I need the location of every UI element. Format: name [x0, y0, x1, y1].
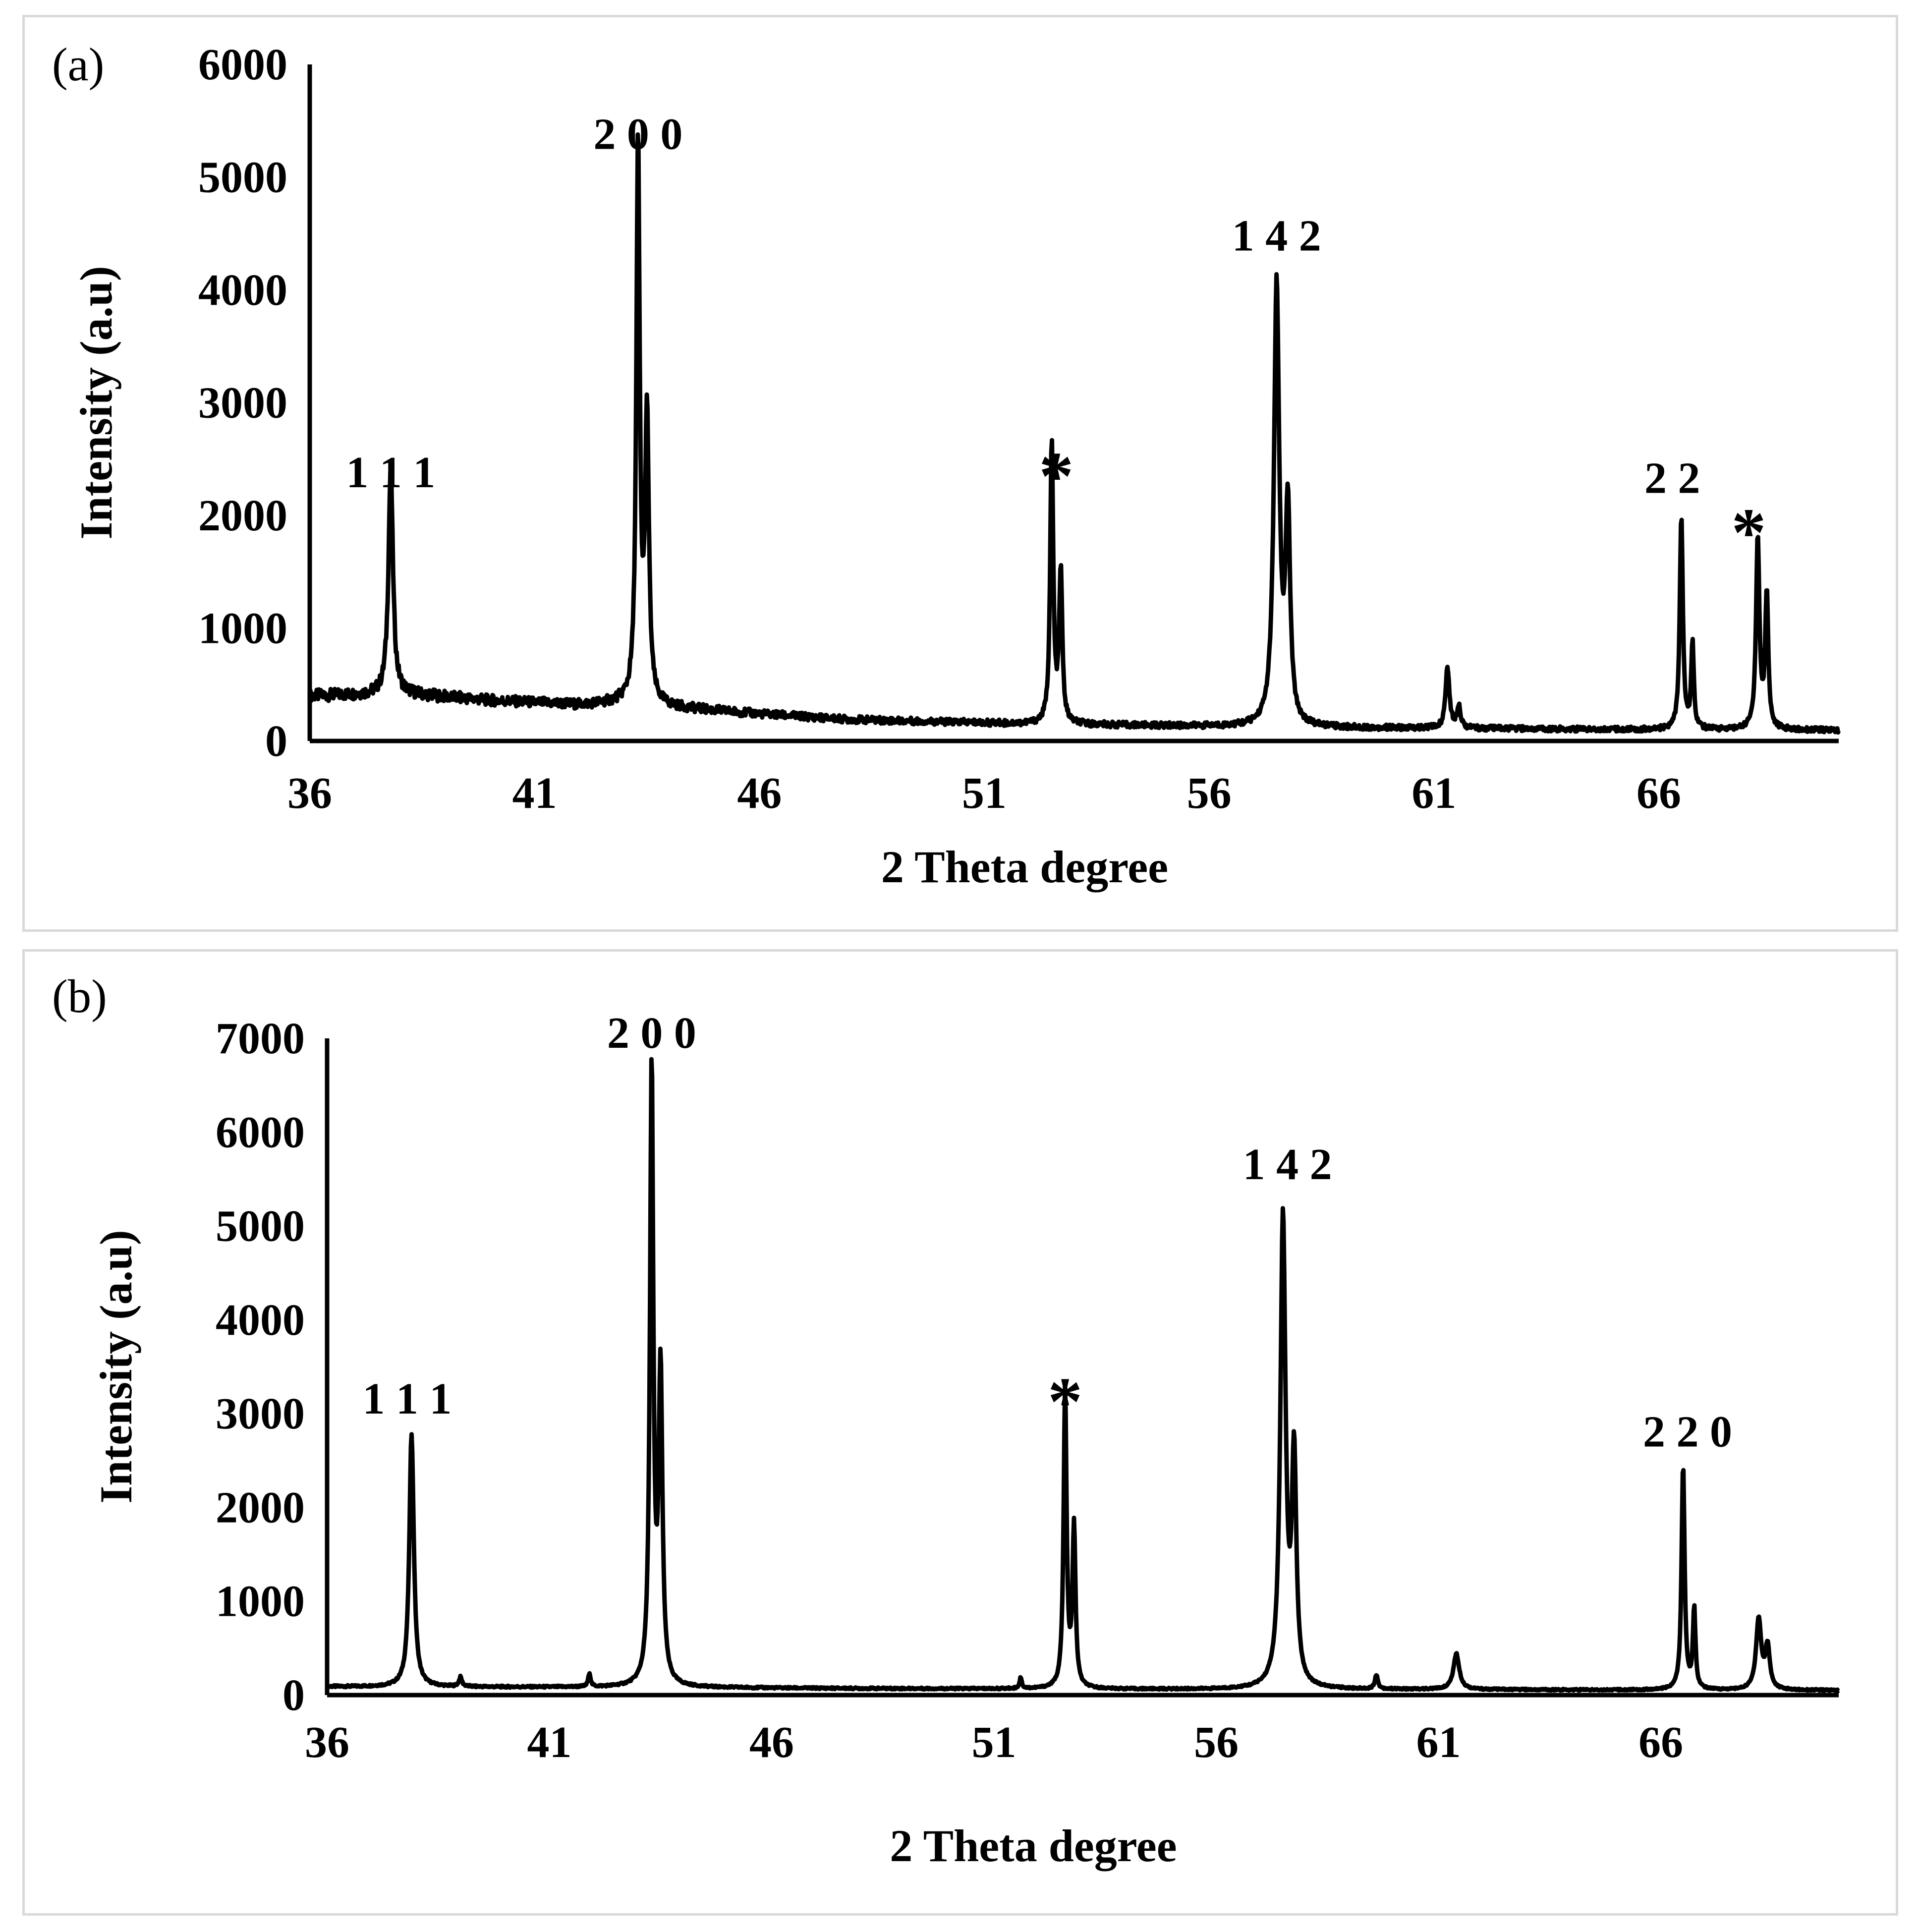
y-tick-label: 0 — [282, 1671, 305, 1720]
y-tick-label: 3000 — [216, 1389, 305, 1438]
x-tick-label: 61 — [1416, 1718, 1461, 1767]
panel-label-a: (a) — [52, 38, 105, 91]
y-tick-label: 6000 — [216, 1108, 305, 1157]
y-axis-title: Intensity (a.u) — [71, 266, 121, 539]
y-tick-label: 0 — [265, 717, 287, 766]
panel-label-b: (b) — [52, 970, 107, 1023]
x-tick-label: 41 — [512, 769, 557, 818]
peak-miller-label: 2 2 — [1644, 454, 1700, 503]
y-tick-label: 1000 — [198, 604, 287, 653]
x-tick-label: 61 — [1411, 769, 1456, 818]
y-tick-label: 2000 — [198, 491, 287, 540]
y-axis-title: Intensity (a.u) — [91, 1230, 141, 1503]
x-tick-label: 41 — [527, 1718, 572, 1767]
x-tick-label: 51 — [972, 1718, 1016, 1767]
impurity-star-marker: * — [1732, 494, 1766, 571]
peak-miller-label: 1 1 1 — [362, 1374, 451, 1423]
chart-panel-a: (a) 0 1000 2000 3000 4000 5000 6000 36 41 46 51 56 6… — [22, 15, 1898, 932]
xrd-pattern-line — [307, 132, 1841, 735]
peak-miller-label: 1 1 1 — [346, 448, 435, 497]
xrd-pattern-line — [325, 1057, 1841, 1694]
x-tick-label: 46 — [737, 769, 782, 818]
peak-miller-label: 2 0 0 — [607, 1009, 696, 1058]
x-tick-label: 56 — [1187, 769, 1232, 818]
chart-panel-b: (b) 0 1000 2000 3000 4000 5000 6000 7000 36 41 46 5… — [22, 949, 1898, 1916]
y-tick-label: 5000 — [216, 1202, 305, 1251]
x-tick-label: 56 — [1194, 1718, 1239, 1767]
peak-miller-label: 1 4 2 — [1243, 1140, 1332, 1189]
peak-miller-label: 2 2 0 — [1643, 1407, 1732, 1456]
peak-miller-label: 1 4 2 — [1232, 211, 1321, 260]
peak-miller-label: 2 0 0 — [593, 110, 682, 159]
y-tick-label: 7000 — [216, 1014, 305, 1063]
impurity-star-marker: * — [1039, 438, 1073, 515]
y-tick-label: 5000 — [198, 153, 287, 202]
y-tick-label: 6000 — [198, 40, 287, 89]
x-tick-label: 66 — [1638, 1718, 1683, 1767]
xrd-chart-a: 0 1000 2000 3000 4000 5000 6000 36 41 46 51 56 61 66 2… — [71, 40, 1841, 892]
impurity-star-marker: * — [1048, 1364, 1082, 1440]
x-axis-title: 2 Theta degree — [881, 842, 1168, 892]
x-axis-title: 2 Theta degree — [890, 1820, 1177, 1871]
x-tick-label: 51 — [962, 769, 1007, 818]
x-tick-label: 36 — [287, 769, 332, 818]
y-tick-label: 3000 — [198, 379, 287, 428]
x-tick-label: 66 — [1636, 769, 1681, 818]
x-tick-label: 46 — [749, 1718, 794, 1767]
y-tick-label: 4000 — [198, 266, 287, 315]
xrd-chart-b: 0 1000 2000 3000 4000 5000 6000 7000 36 41 46 51 56 6… — [91, 1009, 1841, 1871]
y-tick-label: 1000 — [216, 1577, 305, 1626]
y-tick-label: 2000 — [216, 1483, 305, 1532]
x-tick-label: 36 — [305, 1718, 349, 1767]
y-tick-label: 4000 — [216, 1296, 305, 1345]
